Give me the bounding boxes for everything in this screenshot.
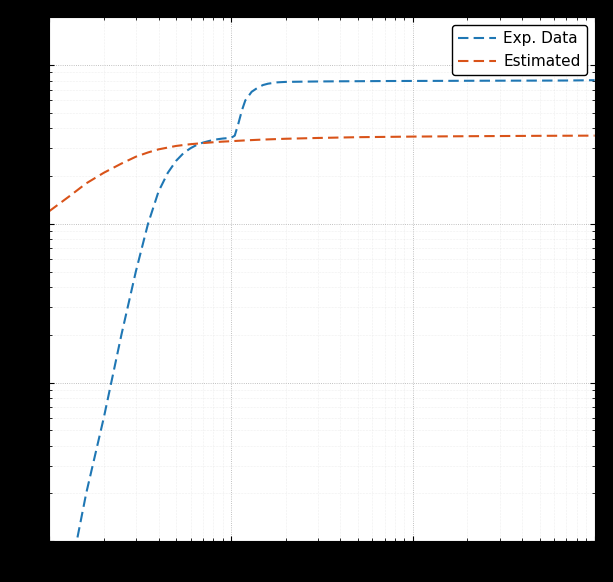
Exp. Data (409, 77, 416, 84)
Exp. Data (180, 150, 188, 157)
Estimated (314, 134, 321, 141)
Estimated (591, 132, 598, 139)
Exp. Data (563, 77, 570, 84)
Exp. Data (231, 132, 238, 139)
Exp. Data (132, 268, 140, 275)
Exp. Data (259, 81, 267, 88)
Exp. Data (193, 141, 200, 148)
Estimated (409, 133, 416, 140)
Exp. Data (215, 136, 222, 143)
Estimated (45, 208, 53, 215)
Exp. Data (254, 84, 261, 91)
Exp. Data (227, 134, 235, 141)
Exp. Data (300, 78, 307, 85)
Exp. Data (223, 134, 230, 141)
Estimated (354, 134, 362, 141)
Estimated (282, 135, 289, 142)
Estimated (100, 169, 107, 176)
Exp. Data (496, 77, 503, 84)
Estimated (66, 193, 74, 200)
Line: Exp. Data: Exp. Data (49, 80, 595, 582)
Estimated (199, 140, 207, 147)
Exp. Data (66, 573, 74, 580)
Exp. Data (337, 78, 344, 85)
Line: Estimated: Estimated (49, 136, 595, 211)
Exp. Data (155, 188, 162, 195)
Estimated (210, 139, 217, 146)
Exp. Data (381, 77, 388, 84)
Estimated (187, 141, 194, 148)
Exp. Data (273, 79, 281, 86)
Estimated (242, 137, 249, 144)
Exp. Data (464, 77, 471, 84)
Estimated (144, 149, 151, 156)
Exp. Data (205, 138, 212, 145)
Estimated (118, 160, 125, 167)
Exp. Data (144, 221, 151, 228)
Exp. Data (238, 107, 246, 114)
Estimated (132, 153, 140, 160)
Exp. Data (248, 88, 255, 95)
Estimated (259, 136, 267, 143)
Exp. Data (536, 77, 544, 84)
Exp. Data (83, 490, 90, 497)
Exp. Data (164, 169, 172, 176)
Exp. Data (118, 331, 125, 338)
Exp. Data (210, 137, 217, 144)
Estimated (227, 138, 235, 145)
Exp. Data (235, 120, 242, 127)
Exp. Data (264, 80, 272, 87)
Estimated (172, 143, 180, 150)
Exp. Data (187, 145, 194, 152)
Exp. Data (354, 78, 362, 85)
Estimated (536, 132, 544, 139)
Legend: Exp. Data, Estimated: Exp. Data, Estimated (452, 25, 587, 75)
Exp. Data (172, 157, 180, 164)
Exp. Data (199, 139, 207, 146)
Exp. Data (219, 135, 226, 142)
Estimated (219, 138, 226, 145)
Exp. Data (441, 77, 449, 84)
Exp. Data (282, 79, 289, 86)
Exp. Data (591, 77, 598, 84)
Exp. Data (242, 97, 249, 104)
Estimated (464, 133, 471, 140)
Exp. Data (100, 414, 107, 421)
Estimated (155, 146, 162, 153)
Exp. Data (314, 78, 321, 85)
Estimated (83, 180, 90, 187)
